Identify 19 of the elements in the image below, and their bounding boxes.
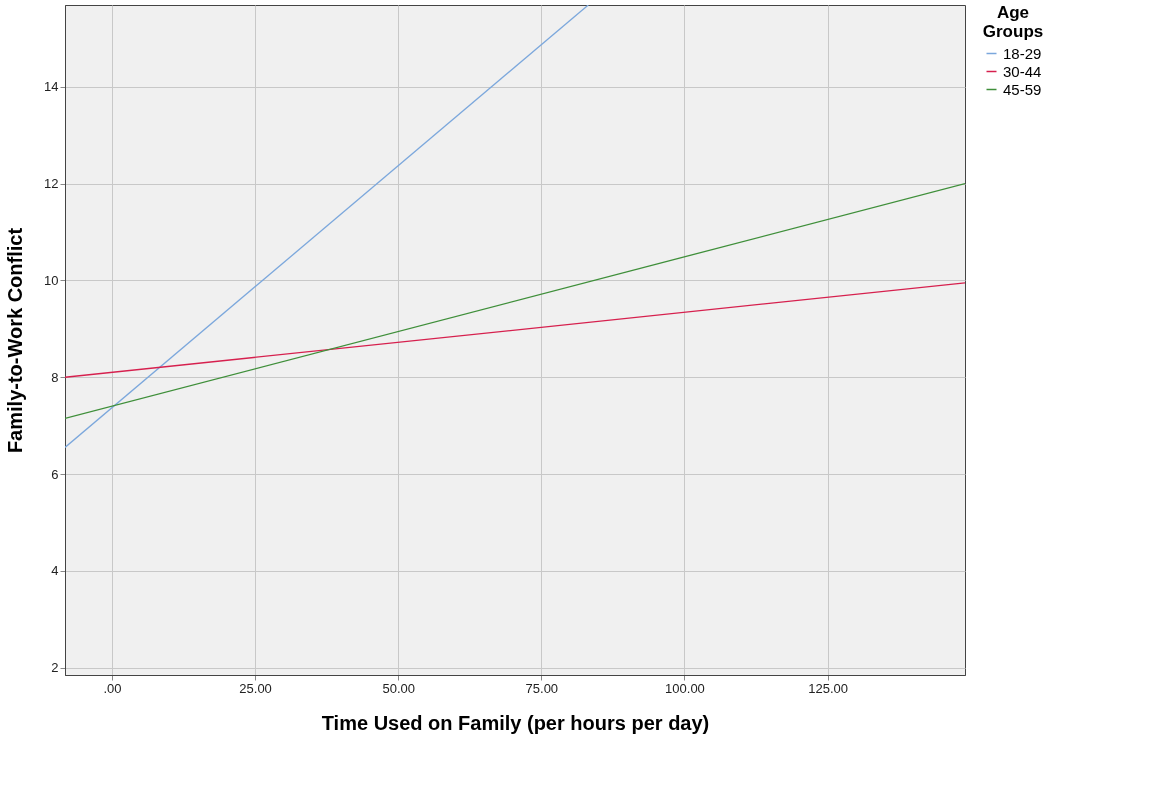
y-tick-label: 14 (44, 79, 59, 95)
x-tick-label: 25.00 (239, 680, 272, 696)
x-axis-title: Time Used on Family (per hours per day) (321, 711, 710, 734)
x-tick-label: 125.00 (808, 680, 848, 696)
legend-title: Age Groups (982, 3, 1044, 41)
y-tick-label: 2 (51, 660, 59, 676)
y-tick-label: 8 (51, 369, 59, 385)
legend-label: 18-29 (1003, 44, 1042, 62)
x-tick-label: 50.00 (382, 680, 415, 696)
y-tick-label: 6 (51, 466, 59, 482)
y-tick-label: 4 (51, 563, 59, 579)
y-axis-title: Family-to-Work Conflict (4, 227, 27, 454)
legend-label: 45-59 (1003, 80, 1042, 98)
legend-label: 30-44 (1003, 62, 1042, 80)
y-tick-label: 12 (44, 176, 59, 192)
x-tick-label: 75.00 (525, 680, 559, 696)
y-tick-label: 10 (44, 272, 59, 288)
x-tick-label: .00 (103, 680, 122, 696)
x-tick-label: 100.00 (665, 680, 705, 696)
